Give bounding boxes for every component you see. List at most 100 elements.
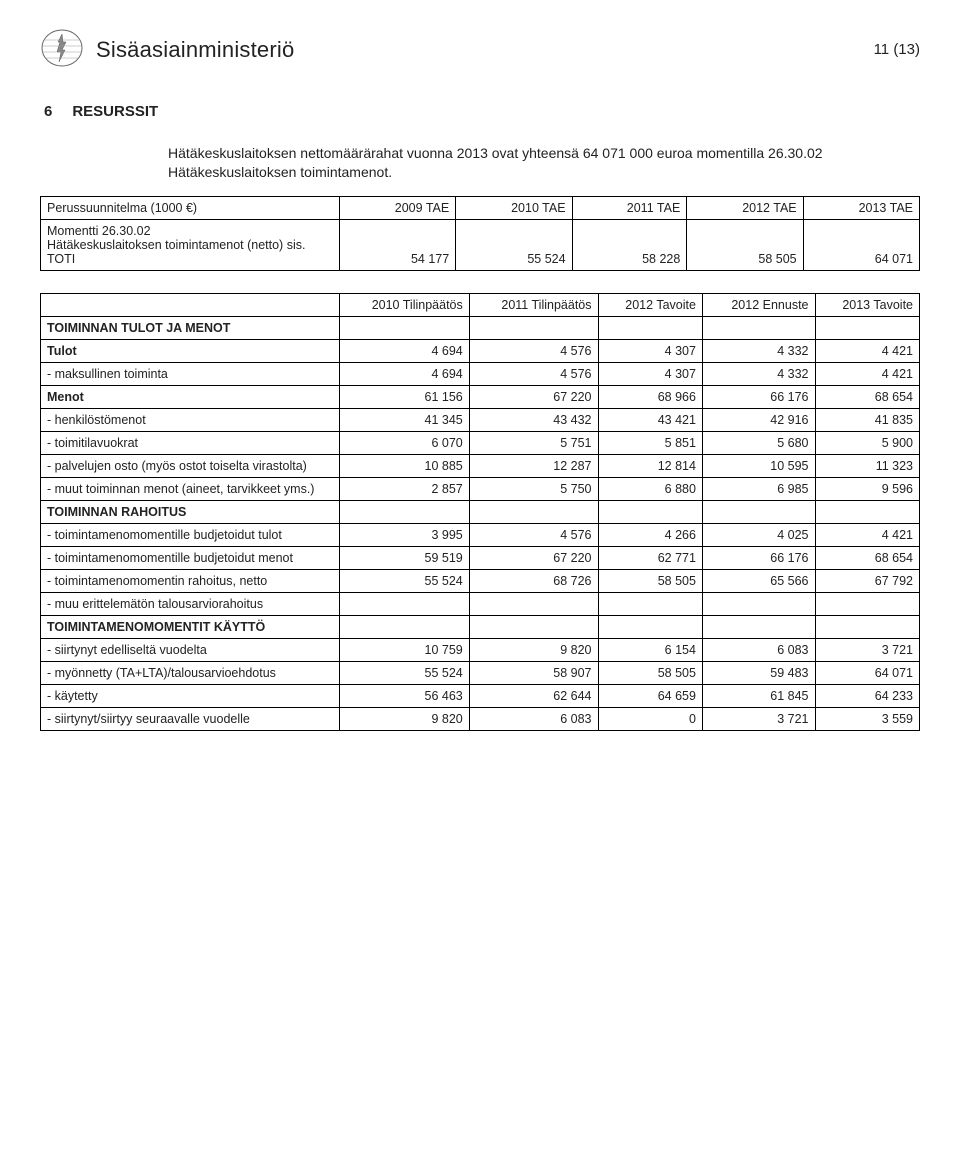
cell (598, 615, 702, 638)
cell: 10 885 (339, 454, 469, 477)
cell: 67 220 (469, 385, 598, 408)
cell (815, 316, 920, 339)
cell: 68 966 (598, 385, 702, 408)
col-header: 2010 TAE (456, 196, 572, 219)
table-row: - muut toiminnan menot (aineet, tarvikke… (41, 477, 920, 500)
cell: 3 721 (702, 707, 815, 730)
row-label: - muut toiminnan menot (aineet, tarvikke… (41, 477, 340, 500)
cell: 43 432 (469, 408, 598, 431)
cell: 61 845 (702, 684, 815, 707)
cell: 68 654 (815, 546, 920, 569)
cell: 12 814 (598, 454, 702, 477)
row-label: - muu erittelemätön talousarviorahoitus (41, 592, 340, 615)
header-left: Sisäasiainministeriö (40, 28, 294, 71)
cell: 4 307 (598, 362, 702, 385)
table-row: - toimintamenomomentille budjetoidut men… (41, 546, 920, 569)
cell (815, 500, 920, 523)
cell: 58 505 (598, 661, 702, 684)
row-label: - palvelujen osto (myös ostot toiselta v… (41, 454, 340, 477)
cell: 55 524 (456, 219, 572, 270)
cell: 5 751 (469, 431, 598, 454)
section-title: RESURSSIT (72, 103, 158, 120)
table-row: - muu erittelemätön talousarviorahoitus (41, 592, 920, 615)
col-header-label: Perussuunnitelma (1000 €) (41, 196, 340, 219)
cell: 6 083 (469, 707, 598, 730)
cell: 65 566 (702, 569, 815, 592)
cell (339, 316, 469, 339)
cell: 12 287 (469, 454, 598, 477)
table-row: - toimintamenomomentin rahoitus, netto55… (41, 569, 920, 592)
cell: 4 576 (469, 362, 598, 385)
section-number: 6 (44, 103, 52, 120)
col-header-label (41, 293, 340, 316)
cell: 61 156 (339, 385, 469, 408)
cell: 10 759 (339, 638, 469, 661)
page-number: 11 (13) (874, 41, 920, 58)
cell: 4 694 (339, 362, 469, 385)
col-header: 2011 Tilinpäätös (469, 293, 598, 316)
col-header: 2013 TAE (803, 196, 919, 219)
table-row: Momentti 26.30.02 Hätäkeskuslaitoksen to… (41, 219, 340, 270)
cell: 58 505 (598, 569, 702, 592)
cell: 10 595 (702, 454, 815, 477)
group-title: TOIMINNAN RAHOITUS (41, 500, 340, 523)
table-row: - toimintamenomomentille budjetoidut tul… (41, 523, 920, 546)
cell: 3 721 (815, 638, 920, 661)
cell: 68 654 (815, 385, 920, 408)
cell: 66 176 (702, 546, 815, 569)
cell (702, 500, 815, 523)
table-row: - palvelujen osto (myös ostot toiselta v… (41, 454, 920, 477)
cell (469, 316, 598, 339)
group-title: TOIMINTAMENOMOMENTIT KÄYTTÖ (41, 615, 340, 638)
cell: 59 483 (702, 661, 815, 684)
row-label: - henkilöstömenot (41, 408, 340, 431)
cell (702, 615, 815, 638)
cell-text: Momentti 26.30.02 (47, 224, 333, 238)
cell: 67 792 (815, 569, 920, 592)
col-header: 2013 Tavoite (815, 293, 920, 316)
cell: 55 524 (339, 661, 469, 684)
cell (339, 500, 469, 523)
cell (815, 615, 920, 638)
cell: 58 505 (687, 219, 803, 270)
cell: 5 680 (702, 431, 815, 454)
org-name: Sisäasiainministeriö (96, 37, 294, 63)
cell (339, 615, 469, 638)
cell: 62 771 (598, 546, 702, 569)
row-label: - toimintamenomomentille budjetoidut tul… (41, 523, 340, 546)
cell (815, 592, 920, 615)
cell: 0 (598, 707, 702, 730)
cell: 9 820 (469, 638, 598, 661)
finland-logo-icon (40, 28, 84, 71)
cell: 67 220 (469, 546, 598, 569)
cell: 41 345 (339, 408, 469, 431)
cell: 58 228 (572, 219, 687, 270)
cell (702, 592, 815, 615)
cell: 4 421 (815, 362, 920, 385)
cell: 6 070 (339, 431, 469, 454)
table-row: - maksullinen toiminta4 6944 5764 3074 3… (41, 362, 920, 385)
section-heading: 6 RESURSSIT (40, 103, 920, 120)
cell: 6 880 (598, 477, 702, 500)
cell: 68 726 (469, 569, 598, 592)
row-label: - maksullinen toiminta (41, 362, 340, 385)
cell: 62 644 (469, 684, 598, 707)
col-header: 2012 Tavoite (598, 293, 702, 316)
cell (339, 592, 469, 615)
table-row: - käytetty56 46362 64464 65961 84564 233 (41, 684, 920, 707)
cell: 4 421 (815, 523, 920, 546)
cell (598, 592, 702, 615)
row-label: - käytetty (41, 684, 340, 707)
cell: 55 524 (339, 569, 469, 592)
cell: 4 576 (469, 523, 598, 546)
cell: 4 694 (339, 339, 469, 362)
cell: 58 907 (469, 661, 598, 684)
row-label: - toimintamenomomentin rahoitus, netto (41, 569, 340, 592)
cell: 4 266 (598, 523, 702, 546)
cell: 6 083 (702, 638, 815, 661)
page-header: Sisäasiainministeriö 11 (13) (40, 28, 920, 71)
cell: 42 916 (702, 408, 815, 431)
cell: 64 659 (598, 684, 702, 707)
cell: 41 835 (815, 408, 920, 431)
table-toiminta: 2010 Tilinpäätös 2011 Tilinpäätös 2012 T… (40, 293, 920, 731)
